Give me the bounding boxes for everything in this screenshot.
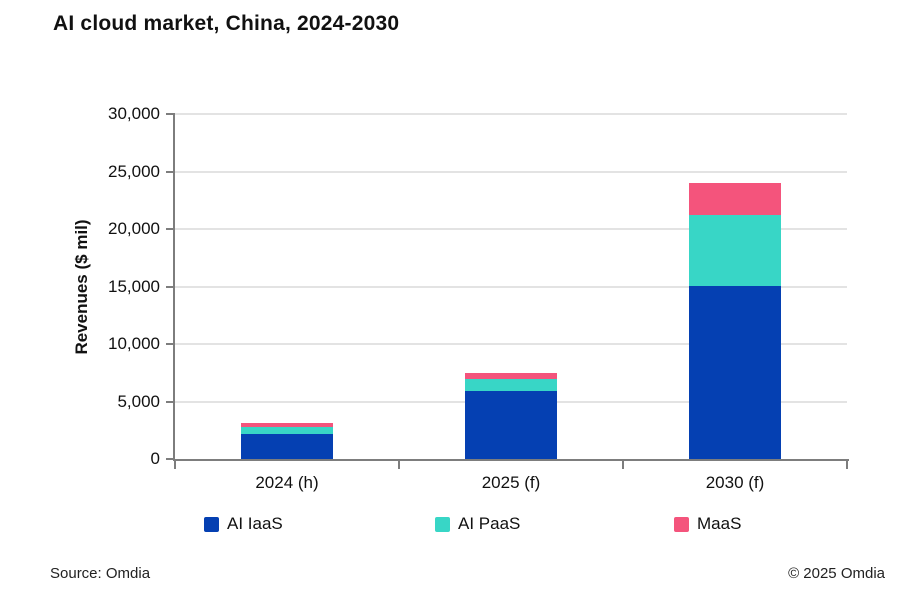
- y-axis-tick: [166, 113, 175, 115]
- legend-label: AI PaaS: [458, 514, 521, 533]
- legend-item-ai-iaas: AI IaaS: [204, 514, 283, 534]
- x-axis-tick: [622, 461, 624, 469]
- legend-item-ai-paas: AI PaaS: [435, 514, 520, 534]
- bar-group: [241, 114, 333, 459]
- y-tick-label: 5,000: [117, 391, 160, 411]
- bar-segment-maas: [689, 183, 781, 215]
- gridline: [175, 228, 847, 230]
- y-axis-tick: [166, 285, 175, 288]
- y-tick-label: 10,000: [108, 334, 160, 353]
- source-note: Source: Omdia: [50, 565, 151, 582]
- legend-label: AI IaaS: [227, 514, 283, 533]
- y-axis-tick: [166, 458, 175, 460]
- gridline: [175, 113, 847, 115]
- y-tick-label: 30,000: [108, 104, 160, 123]
- x-tick-label: 2024 (h): [255, 473, 319, 492]
- gridline: [175, 343, 847, 345]
- y-tick-label: 0: [150, 449, 160, 468]
- bar-segment-maas: [465, 373, 557, 379]
- y-tick-label: 25,000: [108, 161, 160, 181]
- y-axis-tick: [166, 343, 175, 345]
- x-axis-tick: [846, 461, 848, 469]
- x-axis-line: [173, 459, 849, 461]
- bar-segment-ai-paas: [465, 379, 557, 391]
- y-axis-tick: [166, 170, 175, 173]
- legend-swatch: [674, 516, 689, 532]
- legend-label: MaaS: [697, 514, 742, 533]
- bar-group: [465, 114, 557, 459]
- bar-segment-ai-paas: [241, 427, 333, 434]
- y-tick-label: 15,000: [108, 276, 160, 296]
- legend-swatch: [204, 516, 219, 532]
- legend-item-maas: MaaS: [674, 514, 741, 534]
- bar-segment-ai-paas: [689, 215, 781, 286]
- y-axis-tick: [166, 228, 175, 230]
- gridline: [175, 285, 847, 288]
- gridline: [175, 170, 847, 173]
- y-axis-tick: [166, 400, 175, 403]
- bar-group: [689, 114, 781, 459]
- x-axis-tick: [174, 461, 176, 469]
- legend-swatch: [435, 516, 450, 532]
- y-tick-label: 20,000: [108, 219, 160, 238]
- x-tick-label: 2030 (f): [705, 473, 765, 492]
- chart-title: AI cloud market, China, 2024-2030: [53, 12, 400, 35]
- x-axis-tick: [398, 461, 400, 469]
- bar-segment-maas: [241, 423, 333, 427]
- bar-segment-ai-iaas: [241, 434, 333, 459]
- bar-segment-ai-iaas: [465, 391, 557, 459]
- bar-segment-ai-iaas: [689, 286, 781, 459]
- x-tick-label: 2025 (f): [481, 473, 541, 492]
- copyright-note: © 2025 Omdia: [788, 565, 885, 582]
